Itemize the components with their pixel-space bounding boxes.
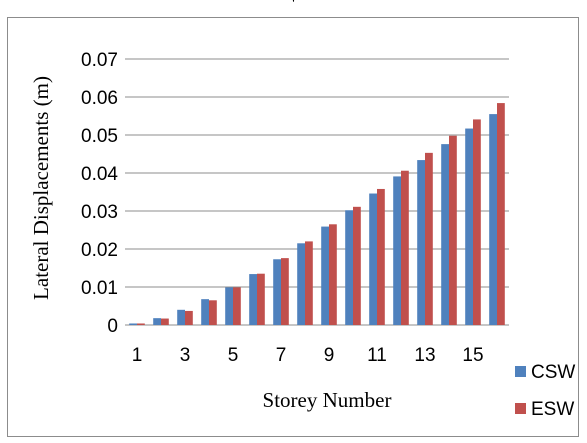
bar-csw (393, 176, 401, 325)
bar-esw (185, 310, 193, 325)
bar-esw (353, 206, 361, 325)
x-tick-label: 1 (132, 345, 143, 366)
bar-esw (425, 152, 433, 325)
bar-csw (489, 114, 497, 325)
bar-csw (417, 160, 425, 325)
bar-csw (201, 299, 209, 325)
bar-esw (497, 103, 505, 325)
legend-label-csw: CSW (531, 362, 575, 383)
bar-csw (345, 210, 353, 325)
bar-esw (161, 318, 169, 325)
x-axis-title: Storey Number (263, 388, 392, 412)
x-tick-label: 13 (414, 345, 435, 366)
bar-esw (329, 224, 337, 325)
legend-swatch-csw (515, 366, 526, 377)
x-tick-label: 9 (324, 345, 335, 366)
y-tick-label: 0.01 (81, 278, 118, 299)
y-tick-label: 0.04 (81, 164, 118, 185)
legend: CSW ESW (515, 362, 575, 420)
x-tick-labels: 1 3 5 7 9 11 13 15 (132, 345, 484, 366)
x-tick-label: 7 (276, 345, 287, 366)
bar-csw (249, 274, 257, 325)
bar-csw (177, 309, 185, 325)
x-tick-label: 5 (228, 345, 239, 366)
y-axis-title: Lateral Displacements (m) (29, 76, 53, 300)
bar-csw (129, 323, 137, 325)
x-tick-label: 11 (367, 345, 387, 366)
y-tick-label: 0.06 (81, 88, 118, 109)
y-tick-label: 0.03 (81, 202, 118, 223)
bar-esw (401, 170, 409, 325)
y-tick-label: 0.07 (81, 50, 118, 71)
bar-esw (257, 273, 265, 325)
bar-csw (441, 144, 449, 325)
bar-esw (209, 300, 217, 325)
bar-csw (369, 193, 377, 325)
bar-csw (153, 318, 161, 325)
y-tick-label: 0.05 (81, 126, 118, 147)
y-tick-label: 0 (107, 316, 118, 337)
bar-esw (473, 119, 481, 325)
bar-esw (377, 188, 385, 325)
legend-swatch-esw (515, 403, 526, 414)
bar-csw (321, 226, 329, 325)
bars (129, 103, 505, 325)
bar-esw (305, 241, 313, 325)
bar-csw (465, 128, 473, 325)
y-tick-labels: 0 0.01 0.02 0.03 0.04 0.05 0.06 0.07 (81, 50, 118, 337)
bar-esw (233, 287, 241, 325)
chart-frame (7, 17, 579, 437)
bar-csw (297, 243, 305, 325)
cropped-title: ' (291, 0, 296, 16)
bar-esw (137, 323, 145, 325)
bar-csw (273, 259, 281, 325)
legend-label-esw: ESW (531, 399, 574, 420)
x-tick-label: 15 (462, 345, 483, 366)
y-tick-label: 0.02 (81, 240, 118, 261)
bar-esw (281, 258, 289, 325)
bar-csw (225, 287, 233, 325)
bar-esw (449, 135, 457, 325)
x-tick-label: 3 (180, 345, 191, 366)
